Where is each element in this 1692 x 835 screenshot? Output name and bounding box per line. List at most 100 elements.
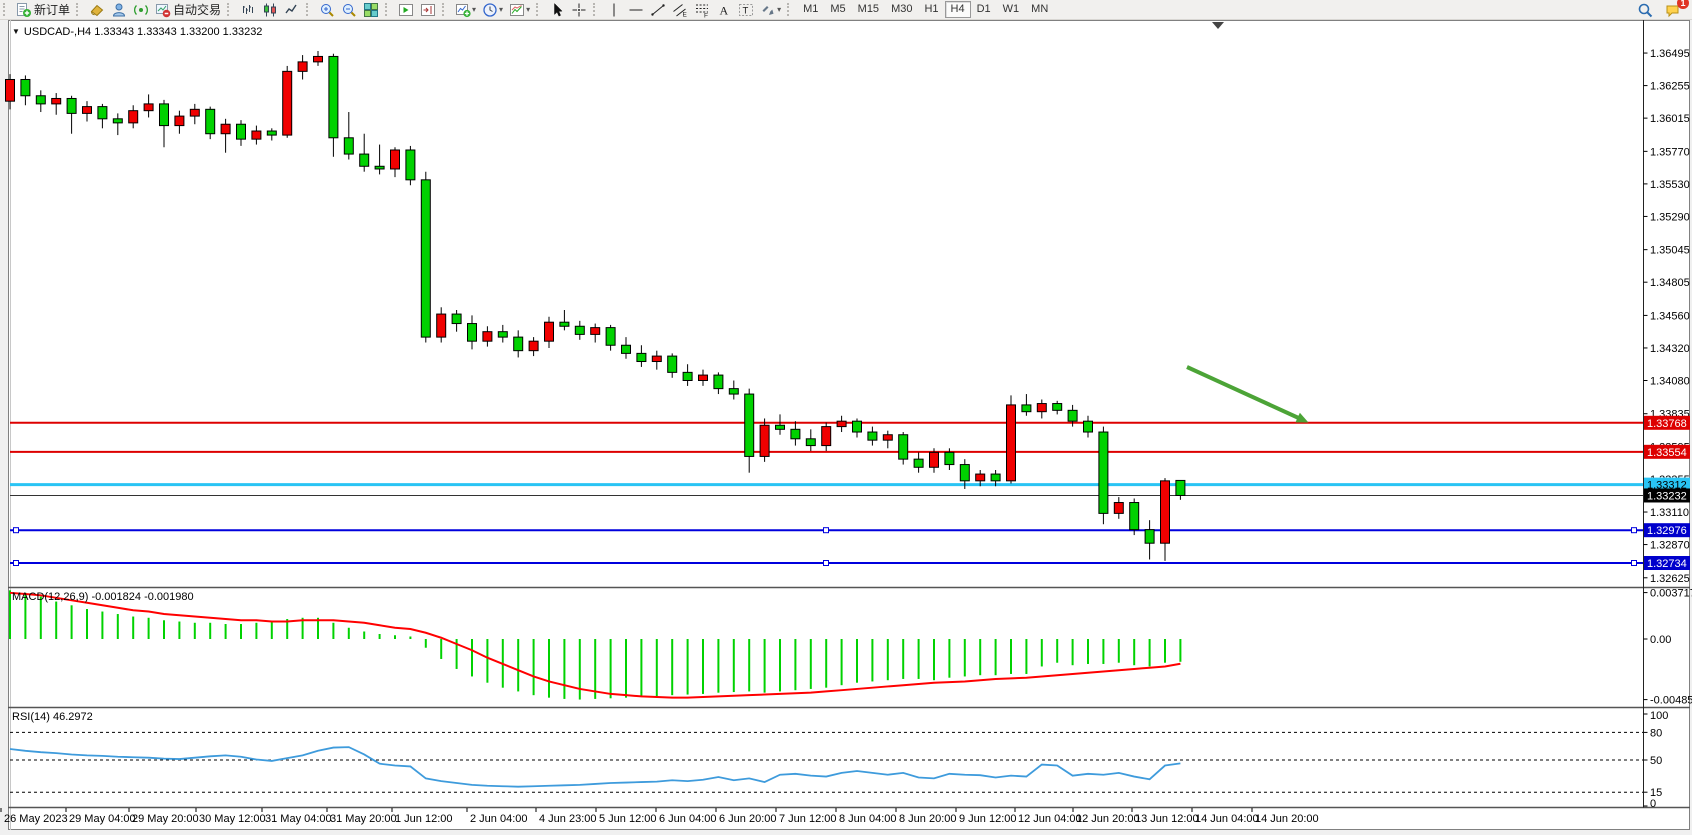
- timeframe-button-m15[interactable]: M15: [857, 3, 880, 15]
- candle: [174, 115, 185, 127]
- candle: [497, 331, 508, 338]
- candle: [605, 327, 616, 346]
- arrow-object[interactable]: [1186, 365, 1309, 423]
- candle: [975, 473, 986, 482]
- periods-icon: [483, 2, 497, 17]
- support-line-1-tag-label: 1.32976: [1647, 525, 1687, 537]
- time-tick-label: 30 May 12:00: [199, 813, 266, 825]
- line-selection-handle[interactable]: [823, 560, 829, 567]
- toolbar-right: 1: [1634, 0, 1692, 18]
- notifications-icon[interactable]: 1: [1663, 0, 1689, 18]
- candle: [451, 313, 462, 325]
- current-price-line-tag-label: 1.33232: [1647, 490, 1687, 502]
- indicators-icon[interactable]: ▾: [453, 1, 478, 18]
- candlestick-chart-icon[interactable]: [260, 1, 280, 18]
- candle: [929, 451, 939, 468]
- candle: [528, 340, 539, 352]
- rsi-axis-label: 50: [1650, 755, 1662, 767]
- line-chart-icon[interactable]: [282, 1, 302, 18]
- hline-icon: [629, 9, 643, 10]
- crosshair-icon[interactable]: [569, 1, 589, 18]
- profile-icon: [113, 3, 126, 16]
- new-order-button[interactable]: 新订单: [14, 1, 72, 18]
- price-tick-label: 1.32870: [1650, 540, 1690, 552]
- rsi-axis-label: 80: [1650, 727, 1662, 739]
- candle: [744, 393, 755, 457]
- periods-icon[interactable]: ▾: [480, 1, 505, 18]
- macd-signal-line: [9, 591, 1181, 699]
- cursor-icon[interactable]: [547, 1, 567, 18]
- candle: [1006, 404, 1016, 482]
- auto-scroll-icon[interactable]: [396, 1, 416, 18]
- toolbar-separator: [3, 3, 9, 16]
- toolbar-separator: [442, 3, 448, 16]
- search-icon[interactable]: [1635, 1, 1655, 18]
- candle: [590, 327, 601, 335]
- timeframe-button-w1[interactable]: W1: [1002, 3, 1020, 15]
- shapes-icon[interactable]: ▾: [758, 1, 783, 18]
- profile-icon[interactable]: [109, 1, 129, 18]
- new-order-icon: [17, 2, 31, 17]
- line-selection-handle[interactable]: [823, 527, 829, 534]
- chart-shift-marker-icon[interactable]: [1212, 22, 1224, 29]
- timeframe-button-d1[interactable]: D1: [976, 3, 991, 15]
- hline-icon[interactable]: [626, 1, 646, 18]
- candle: [374, 165, 385, 170]
- fibonacci-icon[interactable]: F: [692, 1, 712, 18]
- channel-icon[interactable]: E: [670, 1, 690, 18]
- zoom-out-icon[interactable]: [339, 1, 359, 18]
- time-tick-label: 8 Jun 20:00: [899, 813, 957, 825]
- candle: [35, 95, 46, 105]
- candle: [852, 420, 862, 433]
- timeframe-button-mn[interactable]: MN: [1031, 3, 1049, 15]
- candle: [759, 424, 770, 457]
- label-icon: T: [739, 3, 754, 16]
- line-selection-handle[interactable]: [1631, 527, 1637, 534]
- candle: [251, 130, 262, 140]
- vline-icon[interactable]: [604, 1, 624, 18]
- line-selection-handle[interactable]: [1631, 560, 1637, 567]
- trendline-icon[interactable]: [648, 1, 668, 18]
- time-tick-label: 1 Jun 12:00: [395, 813, 453, 825]
- timeframe-button-m5[interactable]: M5: [830, 3, 846, 15]
- time-tick-label: 6 Jun 04:00: [659, 813, 717, 825]
- timeframe-button-m1[interactable]: M1: [803, 3, 819, 15]
- candle: [1113, 502, 1124, 514]
- timeframe-button-h4[interactable]: H4: [944, 1, 971, 18]
- rsi-axis-label: 100: [1650, 710, 1668, 722]
- candlesticks: [5, 51, 1186, 561]
- line-selection-handle[interactable]: [13, 527, 19, 534]
- styles-bucket-icon[interactable]: [87, 1, 107, 18]
- autotrading-button[interactable]: 自动交易: [153, 1, 223, 18]
- candle: [836, 420, 847, 428]
- time-tick-label: 14 Jun 04:00: [1195, 813, 1259, 825]
- candle: [266, 130, 277, 136]
- templates-icon[interactable]: ▾: [507, 1, 532, 18]
- candlestick-chart-icon: [264, 3, 277, 16]
- candle: [636, 352, 647, 363]
- zoom-in-icon[interactable]: [317, 1, 337, 18]
- toolbar-separator: [385, 3, 391, 16]
- candle: [236, 123, 246, 140]
- time-tick-label: 2 Jun 04:00: [470, 813, 528, 825]
- timeframe-button-h1[interactable]: H1: [924, 3, 939, 15]
- toolbar-separator: [593, 3, 599, 16]
- text-icon[interactable]: A: [714, 1, 734, 18]
- crosshair-icon: [572, 3, 586, 16]
- bar-chart-icon[interactable]: [238, 1, 258, 18]
- rsi-axis: 100 80 50 150: [10, 710, 1668, 810]
- tile-windows-icon[interactable]: [361, 1, 381, 18]
- price-tick-label: 1.36495: [1650, 48, 1690, 60]
- timeframe-button-m30[interactable]: M30: [891, 3, 913, 15]
- candle: [313, 55, 323, 63]
- candle: [667, 355, 678, 373]
- dropdown-caret-icon: ▾: [777, 5, 782, 14]
- price-tick-label: 1.34560: [1650, 310, 1690, 322]
- trendline-icon: [651, 3, 665, 16]
- alerts-icon[interactable]: [131, 1, 151, 18]
- label-icon[interactable]: T: [736, 1, 756, 18]
- line-selection-handle[interactable]: [13, 560, 19, 567]
- chart-shift-icon[interactable]: [418, 1, 438, 18]
